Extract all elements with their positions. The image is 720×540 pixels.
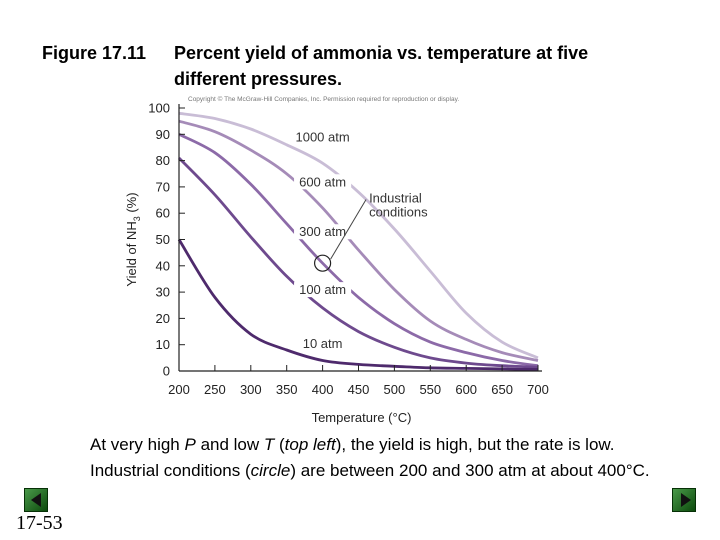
series-label: 1000 atm <box>295 130 349 145</box>
callout-leader-line <box>330 199 367 260</box>
y-tick-label: 70 <box>156 179 170 194</box>
y-tick-label: 50 <box>156 232 170 247</box>
x-tick-label: 350 <box>276 382 298 397</box>
x-tick-label: 250 <box>204 382 226 397</box>
forward-arrow-icon <box>681 493 691 507</box>
series-label: 300 atm <box>299 224 346 239</box>
series-line-600-atm <box>178 119 539 362</box>
y-tick-label: 60 <box>156 206 170 221</box>
x-tick-label: 600 <box>455 382 477 397</box>
series-label: 100 atm <box>299 282 346 297</box>
series-label-bg <box>294 224 352 240</box>
back-button[interactable] <box>24 488 48 512</box>
slide-caption: At very high P and low T (top left), the… <box>90 435 650 480</box>
series-label: 10 atm <box>303 336 343 351</box>
x-tick-label: 400 <box>312 382 334 397</box>
x-axis-label: Temperature (°C) <box>312 410 412 425</box>
italic-P: P <box>184 435 196 454</box>
y-axis-label: Yield of NH3 (%) <box>124 192 142 286</box>
y-tick-label: 90 <box>156 127 170 142</box>
forward-button[interactable] <box>672 488 696 512</box>
y-tick-label: 10 <box>156 337 170 352</box>
series-label-bg <box>297 336 348 352</box>
series-line-100-atm <box>178 157 539 369</box>
x-tick-label: 550 <box>419 382 441 397</box>
series-line-10-atm <box>177 238 539 371</box>
x-tick-label: 450 <box>348 382 370 397</box>
series-label: 600 atm <box>299 174 346 189</box>
y-tick-label: 80 <box>156 153 170 168</box>
back-arrow-icon <box>31 493 41 507</box>
x-tick-label: 650 <box>491 382 513 397</box>
x-tick-label: 200 <box>168 382 190 397</box>
italic-T: T <box>263 435 275 454</box>
series-line-1000-atm <box>178 111 539 360</box>
italic-circle: circle <box>250 461 291 480</box>
y-tick-label: 40 <box>156 258 170 273</box>
series-label-bg <box>294 282 352 298</box>
y-tick-label: 100 <box>148 101 170 116</box>
industrial-conditions-circle <box>314 254 332 272</box>
series-line-300-atm <box>178 133 539 368</box>
figure-title: Figure 17.11 Percent yield of ammonia vs.… <box>42 40 682 92</box>
slide-number: 17-53 <box>16 512 63 534</box>
plot-area <box>179 108 538 371</box>
x-tick-label: 300 <box>240 382 262 397</box>
x-tick-label: 500 <box>384 382 406 397</box>
series-label-bg <box>294 174 352 190</box>
industrial-conditions-label: Industrial conditions <box>369 190 428 219</box>
italic-top-left: top left <box>284 435 336 454</box>
y-tick-label: 30 <box>156 285 170 300</box>
x-tick-label: 700 <box>527 382 549 397</box>
y-tick-label: 20 <box>156 311 170 326</box>
figure-caption: Percent yield of ammonia vs. temperature… <box>174 43 589 89</box>
series-label-bg <box>290 129 355 145</box>
y-tick-label: 0 <box>163 364 170 379</box>
figure-label: Figure 17.11 <box>42 43 147 63</box>
copyright-note: Copyright © The McGraw-Hill Companies, I… <box>188 95 459 103</box>
